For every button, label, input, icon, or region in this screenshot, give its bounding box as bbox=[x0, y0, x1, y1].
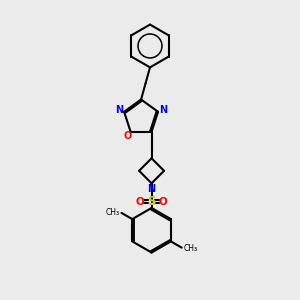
Text: N: N bbox=[159, 105, 167, 115]
Text: O: O bbox=[123, 131, 132, 141]
Text: O: O bbox=[136, 197, 145, 207]
Text: CH₃: CH₃ bbox=[105, 208, 119, 217]
Text: S: S bbox=[147, 195, 156, 208]
Text: CH₃: CH₃ bbox=[184, 244, 198, 253]
Text: O: O bbox=[158, 197, 167, 207]
Text: N: N bbox=[148, 184, 156, 194]
Text: N: N bbox=[115, 105, 123, 115]
